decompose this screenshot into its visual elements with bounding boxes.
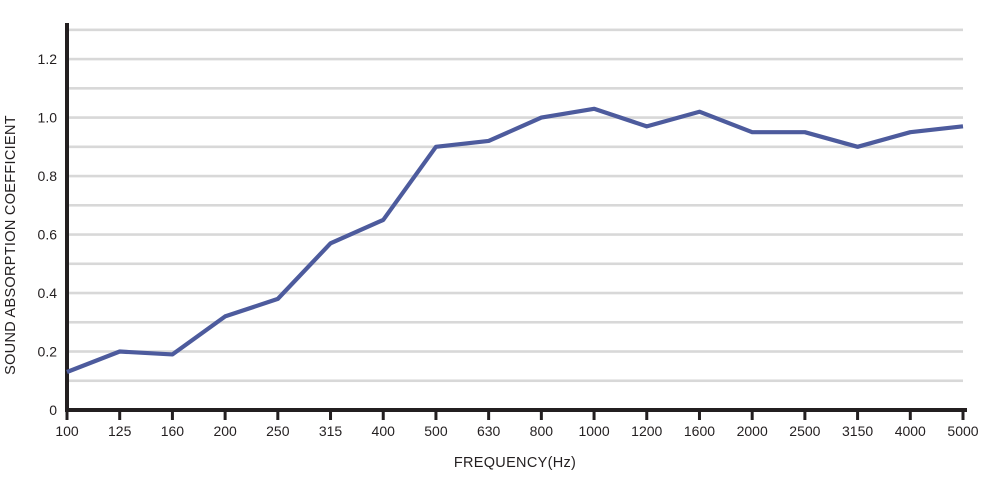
x-tick-mark (118, 410, 122, 420)
x-tick-label: 250 (266, 423, 290, 439)
x-tick-mark (539, 410, 543, 420)
x-tick-label: 1000 (578, 423, 609, 439)
gridline (69, 379, 963, 383)
gridline (69, 145, 963, 149)
x-tick-label: 200 (213, 423, 237, 439)
gridlines (69, 28, 963, 383)
x-tick-label: 3150 (842, 423, 873, 439)
gridline (69, 28, 963, 32)
x-tick-mark (803, 410, 807, 420)
x-tick-label: 400 (372, 423, 396, 439)
x-tick-mark (329, 410, 333, 420)
gridline (69, 87, 963, 90)
x-axis-title: FREQUENCY(Hz) (454, 455, 576, 471)
x-tick-mark (381, 410, 385, 420)
x-tick-label: 2000 (737, 423, 768, 439)
x-tick-mark (750, 410, 754, 420)
gridline (69, 262, 963, 266)
x-tick-mark (592, 410, 596, 420)
y-tick-label: 0.2 (38, 344, 58, 360)
y-tick-label: 0.6 (38, 227, 58, 243)
x-tick-mark (487, 410, 491, 420)
x-tick-mark (856, 410, 860, 420)
x-tick-mark (65, 410, 69, 420)
gridline (69, 116, 963, 119)
x-tick-mark (697, 410, 701, 420)
y-tick-label: 0.4 (38, 285, 58, 301)
gridline (69, 350, 963, 353)
absorption-line-series (66, 106, 964, 374)
y-tick-label: 1.2 (38, 51, 58, 67)
y-axis-spine (65, 23, 69, 412)
x-axis-spine (65, 408, 967, 412)
x-tick-labels: 100 125 160 200 250 315 400 500 630 800 1000 1200 16… (55, 423, 978, 439)
gridline (69, 320, 963, 324)
x-tick-label: 1600 (684, 423, 715, 439)
x-tick-label: 100 (55, 423, 79, 439)
axes (65, 23, 967, 412)
x-tick-label: 630 (477, 423, 501, 439)
y-tick-label: 0 (49, 402, 57, 418)
x-tick-mark (276, 410, 280, 420)
x-tick-label: 800 (530, 423, 554, 439)
x-tick-label: 500 (424, 423, 448, 439)
x-tick-label: 5000 (947, 423, 978, 439)
x-tick-mark (908, 410, 912, 420)
x-tick-mark (223, 410, 227, 420)
gridline (69, 233, 963, 236)
x-tick-marks (65, 410, 965, 420)
gridline (69, 57, 963, 61)
x-tick-mark (434, 410, 438, 420)
x-tick-label: 125 (108, 423, 132, 439)
x-tick-mark (170, 410, 174, 420)
x-tick-label: 4000 (895, 423, 926, 439)
y-tick-labels: 0 0.2 0.4 0.6 0.8 1.0 1.2 (38, 51, 58, 418)
gridline (69, 291, 963, 295)
y-axis-title: SOUND ABSORPTION COEFFICIENT (3, 115, 19, 375)
x-tick-label: 160 (161, 423, 185, 439)
x-tick-label: 315 (319, 423, 343, 439)
y-tick-label: 1.0 (38, 110, 58, 126)
gridline (69, 204, 963, 207)
x-tick-label: 2500 (789, 423, 820, 439)
x-tick-label: 1200 (631, 423, 662, 439)
x-tick-mark (645, 410, 649, 420)
gridline (69, 174, 963, 178)
y-tick-label: 0.8 (38, 168, 58, 184)
x-tick-mark (961, 410, 965, 420)
